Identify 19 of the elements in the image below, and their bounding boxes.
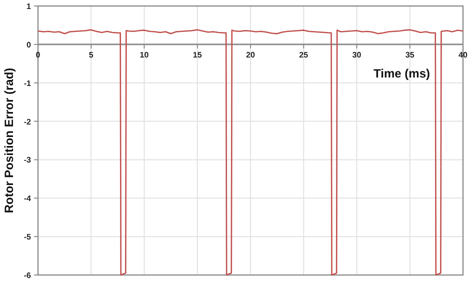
y-tick-label: 0 — [26, 40, 32, 50]
x-tick-label: 20 — [246, 50, 256, 60]
y-tick-label: -3 — [24, 156, 32, 165]
y-tick-label: 1 — [26, 2, 32, 11]
x-tick-label: 35 — [405, 50, 415, 60]
y-axis-title: Rotor Position Error (rad) — [2, 68, 16, 214]
x-tick-label: 25 — [299, 50, 309, 60]
x-tick-label: 40 — [458, 50, 468, 60]
x-axis-title: Time (ms) — [374, 66, 430, 80]
y-tick-label: -1 — [24, 78, 32, 88]
x-tick-label: 0 — [36, 50, 41, 60]
x-tick-label: 15 — [192, 50, 202, 60]
y-tick-label: -2 — [24, 117, 32, 126]
x-tick-label: 5 — [88, 50, 94, 60]
y-tick-label: -6 — [24, 271, 32, 280]
x-tick-label: 30 — [352, 50, 362, 60]
y-tick-label: -5 — [24, 232, 32, 242]
y-tick-label: -4 — [24, 194, 32, 204]
x-tick-label: 10 — [140, 50, 150, 60]
